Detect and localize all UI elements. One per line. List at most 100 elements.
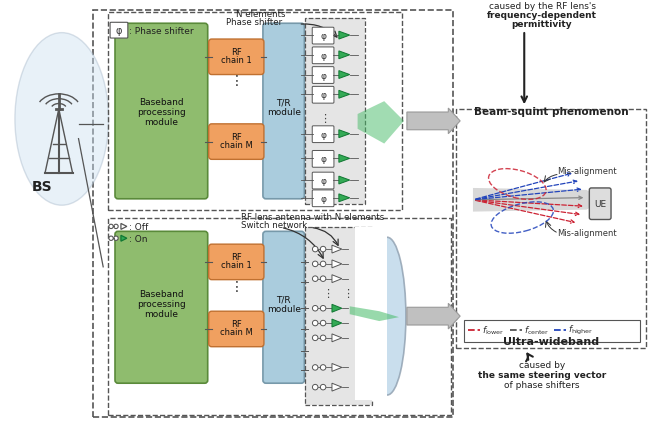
Polygon shape [121,236,127,242]
Text: chain 1: chain 1 [221,260,251,269]
Polygon shape [339,32,349,40]
Bar [305,228,372,405]
Circle shape [109,236,113,241]
Circle shape [109,225,113,229]
FancyBboxPatch shape [313,190,334,207]
Text: the same steering vector: the same steering vector [478,371,606,380]
Text: RF: RF [231,132,241,141]
Circle shape [313,276,318,282]
Text: φ: φ [320,155,326,164]
Text: UE: UE [594,200,606,209]
Polygon shape [339,91,349,99]
Polygon shape [332,364,342,371]
Text: $f_{\rm higher}$: $f_{\rm higher}$ [568,324,593,337]
FancyBboxPatch shape [313,67,334,84]
Polygon shape [332,260,342,268]
Circle shape [313,262,318,267]
Bar [464,320,640,342]
Text: module: module [266,108,301,117]
Polygon shape [339,52,349,60]
Polygon shape [332,305,342,312]
Circle shape [313,320,318,326]
Text: Baseband: Baseband [139,290,184,299]
FancyBboxPatch shape [209,311,264,347]
Circle shape [114,236,118,241]
Text: RF: RF [231,319,241,328]
Polygon shape [357,102,404,144]
FancyBboxPatch shape [313,151,334,168]
Text: Mis-alignment: Mis-alignment [557,167,617,176]
Text: permittivity: permittivity [512,20,572,29]
FancyBboxPatch shape [313,48,334,65]
Text: : Phase shifter: : Phase shifter [129,26,193,36]
FancyBboxPatch shape [115,232,208,383]
FancyArrow shape [407,109,460,134]
Bar [305,19,365,204]
Circle shape [320,262,326,267]
Bar [305,228,372,405]
Polygon shape [339,130,349,138]
Circle shape [320,320,326,326]
Ellipse shape [15,34,109,206]
Bar [108,13,402,210]
FancyArrow shape [407,304,460,329]
Text: ⋮: ⋮ [322,289,334,299]
Text: of phase shifters: of phase shifters [504,380,580,389]
Text: chain M: chain M [220,140,253,149]
Polygon shape [339,72,349,79]
Text: RF: RF [231,48,241,57]
Text: φ: φ [320,194,326,203]
FancyBboxPatch shape [115,24,208,199]
Polygon shape [332,334,342,342]
Text: Phase shifter: Phase shifter [226,18,282,27]
FancyBboxPatch shape [209,40,264,75]
Text: BS: BS [32,179,53,193]
Circle shape [313,385,318,390]
Text: T/R: T/R [276,295,291,304]
Text: Switch network: Switch network [241,221,307,230]
Bar [456,110,645,348]
Circle shape [320,335,326,341]
Text: : Off: : Off [129,222,148,231]
Circle shape [313,247,318,252]
Text: φ: φ [320,91,326,100]
Text: Mis-alignment: Mis-alignment [557,229,617,238]
Text: frequency-dependent: frequency-dependent [487,12,597,20]
Circle shape [320,276,326,282]
Circle shape [313,306,318,311]
FancyBboxPatch shape [313,87,334,104]
Polygon shape [332,320,342,327]
FancyBboxPatch shape [313,28,334,45]
Text: module: module [266,305,301,314]
Text: Ultra-wideband: Ultra-wideband [503,336,599,346]
Text: caused by: caused by [519,360,565,369]
Text: caused by the RF lens's: caused by the RF lens's [488,3,595,12]
Text: φ: φ [320,52,326,60]
Text: φ: φ [116,26,122,36]
Polygon shape [339,177,349,184]
Text: processing: processing [137,108,186,117]
Circle shape [320,365,326,370]
FancyBboxPatch shape [263,24,305,199]
Text: ⋮: ⋮ [230,280,243,294]
Polygon shape [473,188,596,212]
Text: φ: φ [320,72,326,81]
FancyBboxPatch shape [263,232,305,383]
Text: Beam-squint phenomenon: Beam-squint phenomenon [474,107,628,117]
Text: module: module [144,118,178,127]
FancyBboxPatch shape [313,173,334,190]
Circle shape [313,365,318,370]
Circle shape [320,306,326,311]
Ellipse shape [368,238,406,395]
Text: RF lens antenna with N elements: RF lens antenna with N elements [241,213,384,222]
Text: T/R: T/R [276,98,291,107]
Circle shape [114,225,118,229]
Polygon shape [339,194,349,202]
Bar [355,228,387,400]
FancyBboxPatch shape [110,23,128,39]
Text: $f_{\rm lower}$: $f_{\rm lower}$ [482,324,504,337]
Text: : On: : On [129,234,147,243]
Text: Baseband: Baseband [139,98,184,107]
FancyBboxPatch shape [209,124,264,160]
Polygon shape [332,275,342,283]
